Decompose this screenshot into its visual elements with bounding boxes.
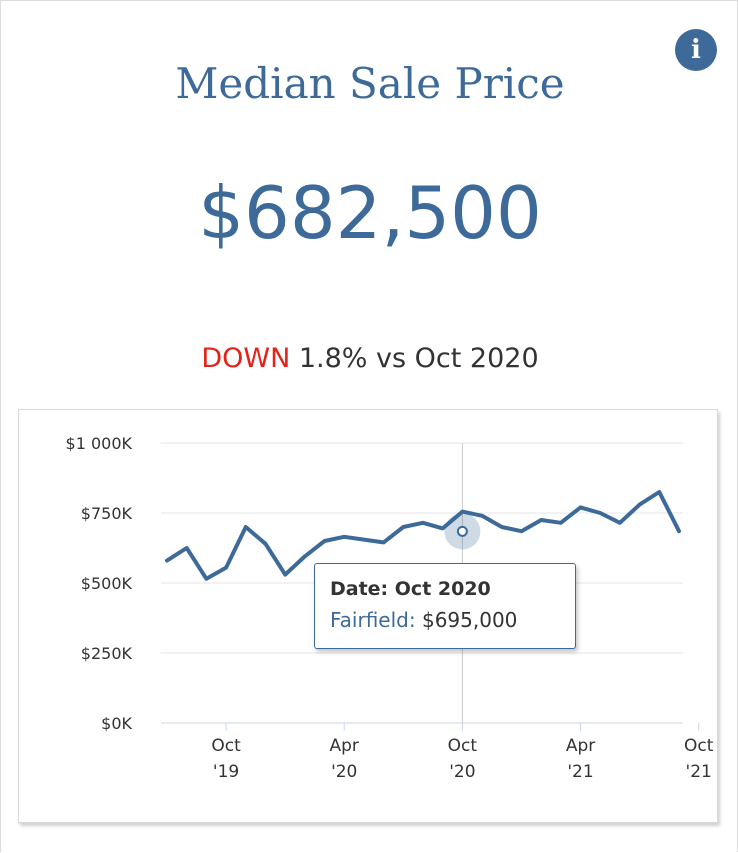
change-summary: DOWN 1.8% vs Oct 2020 (1, 343, 738, 374)
median-price-value: $682,500 (198, 171, 542, 255)
tooltip-date: Date: Oct 2020 (330, 578, 491, 600)
change-direction: DOWN (201, 343, 291, 374)
x-tick-label-year: '20 (331, 762, 357, 782)
tooltip-series-name: Fairfield: (330, 608, 416, 632)
x-tick-label-year: '20 (449, 762, 475, 782)
y-tick-label: $0K (101, 714, 132, 733)
y-tick-label: $1 000K (66, 434, 133, 453)
x-tick-label-year: '21 (686, 762, 712, 782)
tooltip-value-line: Fairfield: $695,000 (330, 608, 575, 632)
x-tick-label-month: Oct (448, 736, 478, 756)
x-tick-label-month: Oct (211, 736, 241, 756)
hover-marker (456, 525, 468, 537)
x-tick-label-month: Apr (330, 736, 359, 756)
chart-tooltip: Date: Oct 2020 Fairfield: $695,000 (314, 563, 576, 649)
card-title: Median Sale Price (175, 59, 565, 108)
y-tick-label: $250K (81, 644, 133, 663)
y-tick-label: $500K (81, 574, 133, 593)
change-text: 1.8% vs Oct 2020 (298, 343, 539, 374)
x-tick-label-month: Oct (684, 736, 714, 756)
info-glyph: i (691, 35, 701, 65)
x-tick-label-year: '21 (567, 762, 593, 782)
info-icon[interactable]: i (675, 29, 717, 71)
x-tick-label-month: Apr (566, 736, 595, 756)
tooltip-value: $695,000 (421, 608, 518, 632)
series-line-fairfield (165, 490, 681, 581)
y-tick-label: $750K (81, 504, 133, 523)
x-tick-label-year: '19 (213, 762, 239, 782)
